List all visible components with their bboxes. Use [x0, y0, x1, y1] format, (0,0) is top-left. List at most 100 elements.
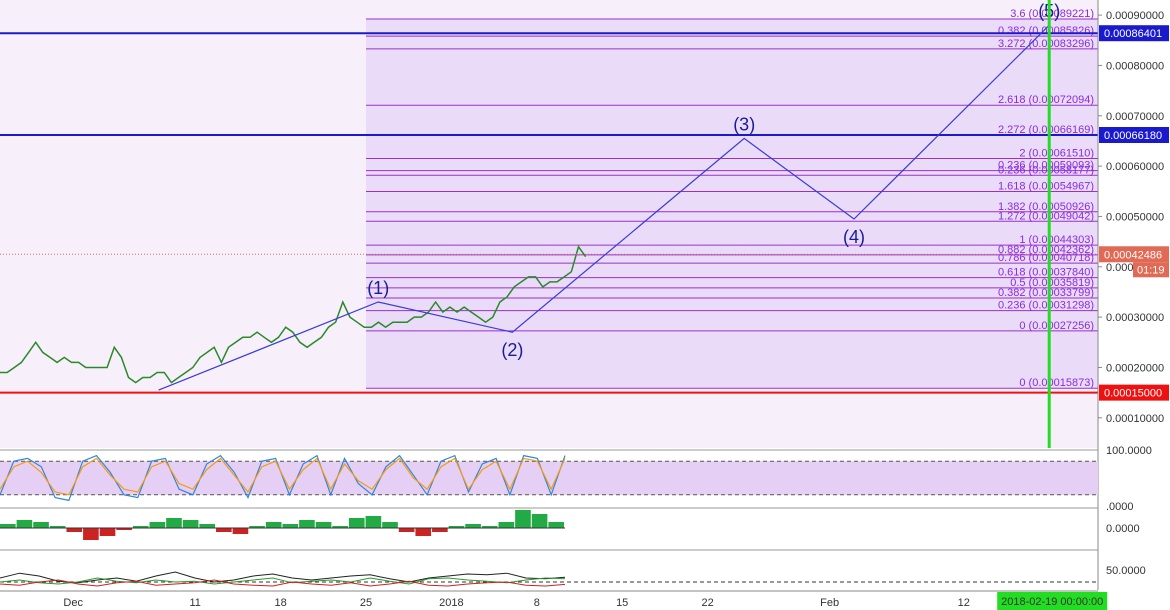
fib-level-label: 0.618 (0.00037840): [998, 267, 1094, 279]
x-tick-label: Dec: [63, 597, 83, 609]
time-axis[interactable]: Dec 11 18 25 2018 8 15 22 Feb 12 2018-02-19 00:00:…: [0, 590, 1108, 610]
macd-bar: [149, 522, 166, 528]
macd-bar: [116, 528, 132, 530]
macd-bar: [548, 522, 564, 528]
macd-bar: [182, 520, 199, 528]
macd-bar: [531, 514, 548, 528]
fib-level-label: 0.236 (0.00059093): [998, 160, 1094, 172]
macd-bar: [166, 518, 182, 528]
macd-bar: [398, 528, 415, 532]
adx-line: [0, 571, 566, 584]
horizontal-levels[interactable]: [0, 32, 1098, 394]
macd-bar: [33, 522, 49, 528]
macd-bar: [498, 522, 515, 528]
macd-bar: [0, 524, 16, 528]
x-tick-label: 25: [360, 597, 372, 609]
level-tag: [1099, 127, 1169, 144]
fib-level-label: 1.382 (0.00050926): [998, 201, 1094, 213]
x-tick-label: 2018: [439, 597, 463, 609]
level-tag-label: 0.00066180: [1104, 130, 1162, 142]
y-tick-label: 0.00010000: [1106, 413, 1164, 425]
macd-bar: [415, 528, 432, 536]
macd-bar: [332, 526, 348, 528]
fib-level-label: 1.272 (0.00049042): [998, 210, 1094, 222]
macd-bar: [299, 520, 315, 528]
wave-label: (4): [843, 227, 865, 247]
countdown-label: 01:19: [1137, 264, 1165, 276]
countdown-tag: [1133, 262, 1169, 278]
x-tick-label: 8: [534, 597, 540, 609]
macd-bar: [49, 526, 66, 528]
y-tick-label: 0.00070000: [1106, 111, 1164, 123]
fib-level-label: 1 (0.00044303): [1019, 234, 1094, 246]
macd-bar: [382, 522, 398, 528]
macd-bar: [249, 526, 265, 528]
stoch-d-line: [0, 457, 566, 496]
x-tick-label: Feb: [820, 597, 839, 609]
fib-level-label: 0.882 (0.00042362): [998, 244, 1094, 256]
wave-path: [158, 24, 1050, 391]
macd-bar: [365, 516, 382, 528]
price-line: [0, 244, 587, 384]
x-tick-label: 11: [189, 597, 200, 609]
fib-level-label: 0 (0.00015873): [1019, 377, 1094, 389]
macd-pane[interactable]: 0.0000: [0, 507, 1140, 540]
fib-level-label: 0.236 (0.00058177): [998, 164, 1094, 176]
dmi-tick-label: 50.0000: [1106, 565, 1146, 577]
plus-di-line: [0, 577, 566, 585]
cursor-time-tag: [997, 592, 1108, 610]
macd-bar: [481, 526, 498, 528]
fib-level-label: 2.618 (0.00072094): [998, 94, 1094, 106]
fib-level-label: 0.382 (0.00085826): [998, 25, 1094, 37]
stoch-tick-label: 100.0000: [1106, 445, 1152, 457]
level-tag-label: 0.00086401: [1104, 28, 1162, 40]
fib-level-label: 0.5 (0.00035819): [1010, 277, 1094, 289]
macd-bar: [99, 528, 116, 536]
stoch-k-line: [0, 454, 566, 502]
x-tick-label: 12: [958, 597, 970, 609]
y-tick-label: 0.00090000: [1106, 10, 1164, 22]
macd-bar: [282, 524, 299, 528]
macd-bar: [66, 528, 83, 532]
y-tick-label: 0.00020000: [1106, 362, 1164, 374]
macd-bar: [199, 524, 216, 528]
macd-bar: [515, 510, 531, 528]
fib-level-label: 0.786 (0.00040718): [998, 252, 1094, 264]
fib-level-label: 0.236 (0.00031298): [998, 300, 1094, 312]
macd-bar: [16, 520, 33, 528]
cursor-time-label: 2018-02-19 00:00:00: [1001, 596, 1103, 608]
y-tick-label: 0.00060000: [1106, 161, 1164, 173]
fib-level-label: 3.272 (0.00083296): [998, 38, 1094, 50]
price-tag-label: 0.00042486: [1104, 249, 1162, 261]
wave-label: (1): [367, 278, 389, 298]
macd-bar: [432, 528, 448, 532]
macd-bar: [216, 528, 232, 532]
main-pane-background: [0, 0, 1098, 448]
macd-bar: [348, 518, 365, 528]
price-tag: [1099, 246, 1169, 263]
level-tag: [1099, 384, 1169, 401]
macd-bar: [448, 526, 465, 528]
macd-bar: [232, 528, 249, 534]
x-tick-label: 15: [616, 597, 628, 609]
fib-level-label: 1.618 (0.00054967): [998, 180, 1094, 192]
y-tick-label: 0.00030000: [1106, 312, 1164, 324]
dmi-pane[interactable]: 50.0000: [0, 549, 1146, 587]
y-tick-label: 0.00080000: [1106, 60, 1164, 72]
wave-label: (2): [501, 340, 523, 360]
minus-di-line: [0, 579, 566, 587]
price-series: [0, 244, 1098, 384]
wave-label: (3): [733, 114, 755, 134]
stoch-rsi-pane[interactable]: 100.0000 .0000: [0, 445, 1152, 513]
level-tag: [1099, 25, 1169, 42]
macd-bar: [83, 528, 99, 540]
elliott-wave[interactable]: (1)(2)(3)(4)(5): [158, 1, 1061, 391]
x-tick-label: 18: [274, 597, 286, 609]
macd-bar: [132, 526, 149, 528]
level-tag-label: 0.00015000: [1104, 388, 1162, 400]
macd-bar: [465, 524, 481, 528]
macd-tick-label: 0.0000: [1106, 523, 1140, 535]
stoch-tick-label: .0000: [1106, 501, 1134, 513]
fib-level-label: 2.272 (0.00066169): [998, 124, 1094, 136]
